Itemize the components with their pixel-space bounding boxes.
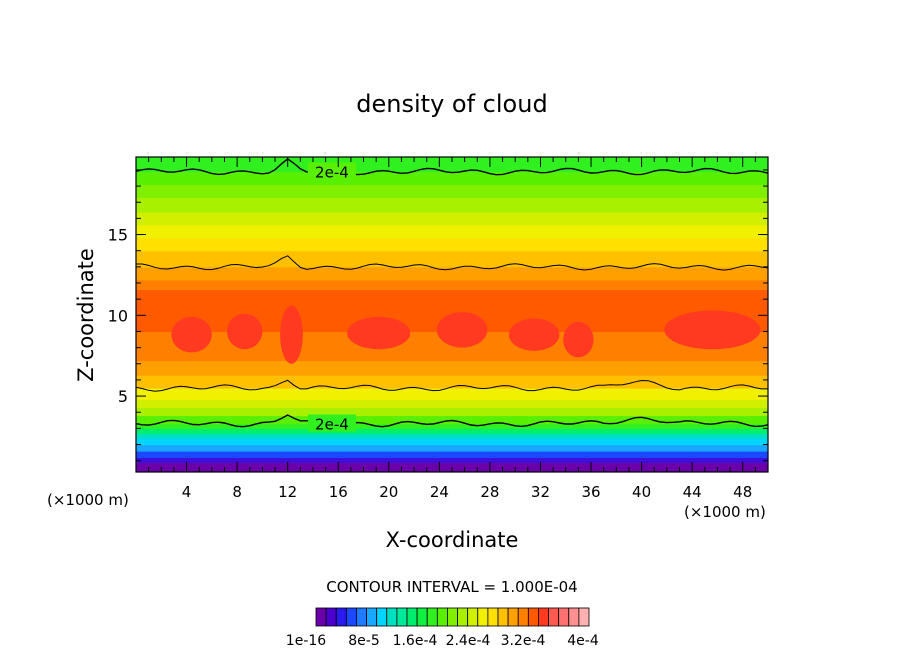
contour-band [136,388,768,400]
x-tick-label: 48 [733,483,752,501]
colorbar-swatch [416,607,428,627]
colorbar-swatch [345,607,357,627]
contour-interval-label: CONTOUR INTERVAL = 1.000E-04 [326,578,577,596]
colorbar-swatch [548,607,560,627]
contour-line [136,414,768,428]
contour-band [136,433,768,439]
chart-title: density of cloud [356,90,547,118]
colorbar-swatch [538,607,549,627]
contour-band [136,224,768,239]
x-tick-label: 12 [278,483,297,501]
contour-band [136,444,768,452]
colorbar-swatch [376,607,388,627]
contour-band [136,197,768,213]
contour-label: 2e-4 [315,164,349,182]
colorbar-swatch [527,607,539,627]
contour-band [136,237,768,252]
colorbar-swatch [467,607,479,627]
y-tick-label: 10 [108,306,128,325]
y-axis-label: Z-coordinate [74,248,98,382]
contour-band [136,428,768,434]
x-axis-label: X-coordinate [386,528,519,552]
x-tick-label: 24 [430,483,449,501]
x-tick-label: 36 [581,483,600,501]
contour-band [136,360,768,376]
x-tick-label: 32 [531,483,550,501]
x-tick-label: 28 [480,483,499,501]
contour-band [136,279,768,291]
colorbar-tick-label: 1.6e-4 [393,633,438,649]
y-tick-label: 5 [118,387,128,406]
colorbar-tick-label: 4e-4 [567,633,599,649]
contour-band [136,184,768,198]
core-patch [508,318,560,351]
core-patch [171,316,212,353]
x-tick-label: 40 [632,483,651,501]
x-tick-label: 20 [379,483,398,501]
colorbar-swatch [335,607,347,627]
contour-band [136,407,768,417]
contour-band [136,171,768,186]
contour-line [136,379,768,392]
x-tick-label: 16 [329,483,348,501]
core-patch [280,305,303,364]
colorbar-swatch [578,607,590,627]
x-tick-label: 4 [182,483,192,501]
x-unit-right: (×1000 m) [684,503,766,521]
colorbar-swatch [325,607,337,627]
colorbar-swatch [447,607,458,627]
colorbar-swatch [426,607,438,627]
colorbar-swatch [315,607,327,627]
contour-band [136,457,768,463]
core-patch [347,316,411,350]
contour-band [136,451,768,459]
colorbar-tick-label: 3.2e-4 [501,633,546,649]
contour-band [136,423,768,429]
y-tick-label: 15 [108,226,128,245]
colorbar-swatch [568,607,580,627]
colorbar-swatch [436,607,448,627]
contour-band [136,250,768,268]
contour-label: 2e-4 [315,416,349,434]
core-patch [227,313,263,350]
contour-line [136,255,768,271]
contour-band [136,399,768,408]
colorbar-swatch [497,607,509,627]
x-tick-label: 44 [683,483,702,501]
colorbar-swatch [487,607,499,627]
colorbar-swatch [517,607,529,627]
colorbar-tick-label: 2.4e-4 [446,633,491,649]
colorbar-swatch [386,607,398,627]
colorbar-tick-label: 1e-16 [286,633,326,649]
colorbar-swatch [366,607,378,627]
colorbar-swatch [406,607,418,627]
contour-label-bg [307,162,356,180]
contour-band [136,266,768,281]
x-tick-label: 8 [232,483,242,501]
x-unit-left: (×1000 m) [47,491,129,509]
colorbar: 1e-16 8e-5 1.6e-4 2.4e-4 3.2e-4 4e-4 [286,607,599,649]
colorbar-swatch [507,607,519,627]
contour-label-bg [307,414,356,432]
plot-area: 2e-4 2e-4 [136,157,768,472]
colorbar-tick-label: 8e-5 [348,633,379,649]
core-patch [664,310,761,350]
colorbar-swatch [457,607,469,627]
contour-line [136,158,768,176]
core-patch [436,312,488,348]
colorbar-swatch [356,607,367,627]
core-patch [563,321,594,358]
contour-band [136,211,768,226]
colorbar-swatch [558,607,570,627]
contour-band [136,157,768,173]
colorbar-swatch [477,607,489,627]
contour-band [136,438,768,446]
colorbar-swatch [396,607,408,627]
